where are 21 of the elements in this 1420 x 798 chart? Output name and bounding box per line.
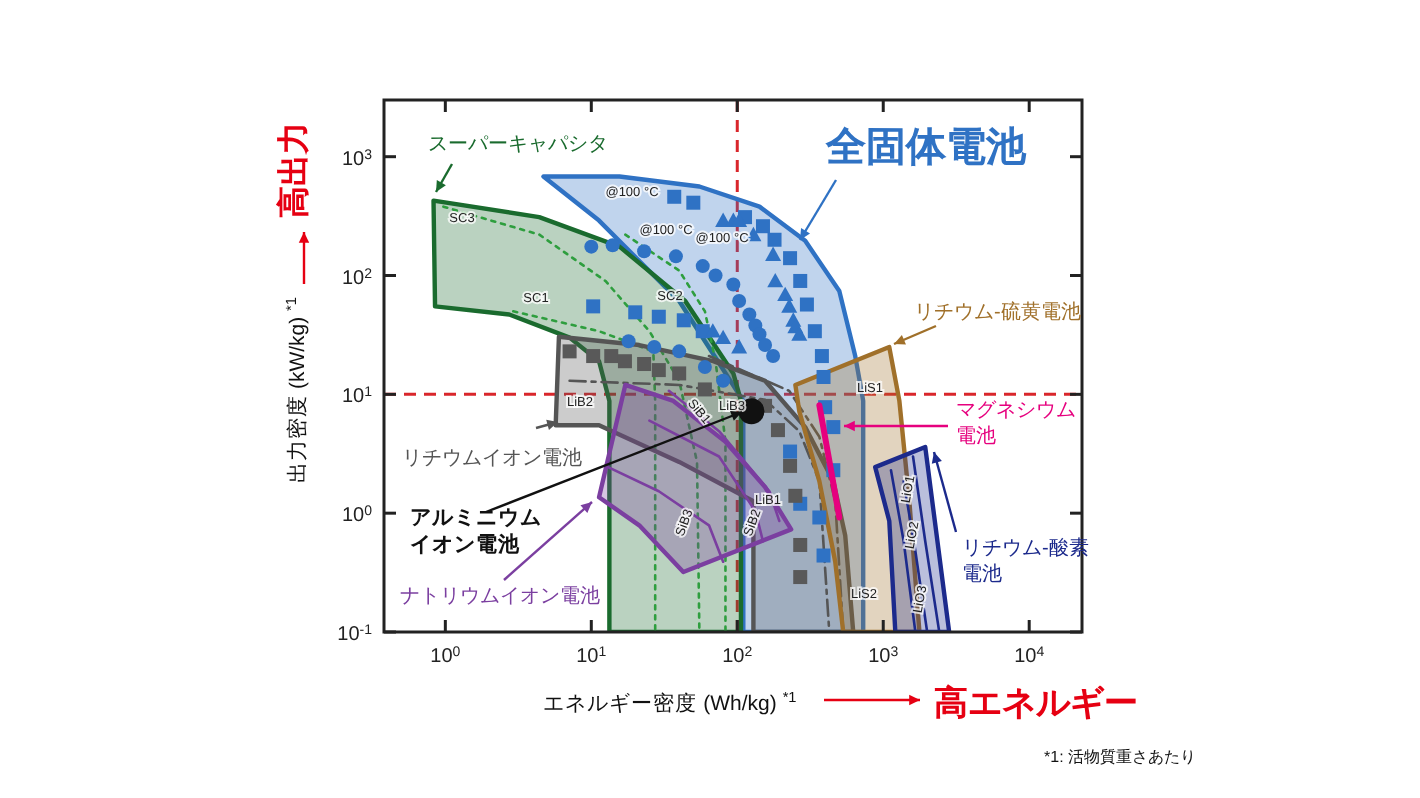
y-tick-label: 10$^{2}$ — [341, 266, 373, 290]
text: マグネシウム電池 — [956, 400, 1076, 448]
x-tick-label: 10$^{4}$ — [1014, 645, 1045, 668]
text: スーパーキャパシタ — [428, 134, 608, 156]
x-axis-title: エネルギー密度 (Wh/kg) $^{*1}$ — [543, 687, 797, 716]
text: 高出力 — [274, 122, 312, 218]
y-tick-label: 10$^{-1}$ — [337, 623, 373, 646]
x-tick-label: 10$^{2}$ — [722, 645, 753, 668]
legend-label: リチウムイオン電池 — [402, 446, 582, 470]
text: ナトリウムイオン電池 — [400, 584, 600, 608]
x-tick-label: 10$^{3}$ — [868, 645, 899, 668]
series-label: リチウム-硫黄電池 — [914, 300, 1081, 324]
text: アルミニウムイオン電池 — [410, 506, 542, 558]
x-tick-label: 10$^{0}$ — [430, 645, 461, 668]
x-tick-label: 10$^{1}$ — [576, 645, 607, 668]
series-label: 全固体電池 — [824, 126, 1028, 170]
y-tick-label: 10$^{0}$ — [341, 504, 373, 528]
text: *1: 活物質重さあたり — [1044, 748, 1197, 766]
y-tick-label: 10$^{1}$ — [341, 385, 373, 409]
y-tick-label: 10$^{3}$ — [341, 147, 373, 171]
text: 高エネルギー — [934, 684, 1138, 722]
